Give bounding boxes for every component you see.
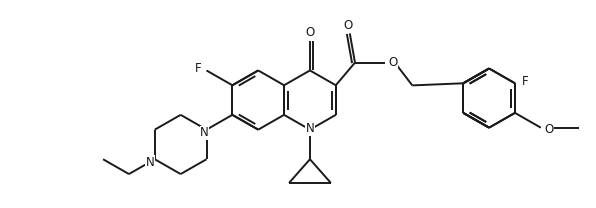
Text: O: O [544,123,554,136]
Text: N: N [200,126,209,139]
Text: F: F [522,75,528,88]
Text: O: O [343,19,352,32]
Text: O: O [388,56,398,69]
Text: F: F [195,62,202,75]
Text: O: O [305,26,315,40]
Text: N: N [145,156,154,169]
Text: N: N [306,122,314,135]
